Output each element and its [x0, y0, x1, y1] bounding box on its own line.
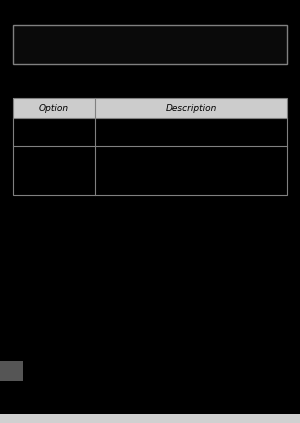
- Bar: [0, 414, 300, 423]
- Text: Description: Description: [166, 104, 217, 113]
- Bar: [13, 98, 287, 195]
- Bar: [13, 25, 287, 64]
- Bar: [13, 98, 287, 118]
- Text: Option: Option: [39, 104, 69, 113]
- Bar: [0, 361, 22, 381]
